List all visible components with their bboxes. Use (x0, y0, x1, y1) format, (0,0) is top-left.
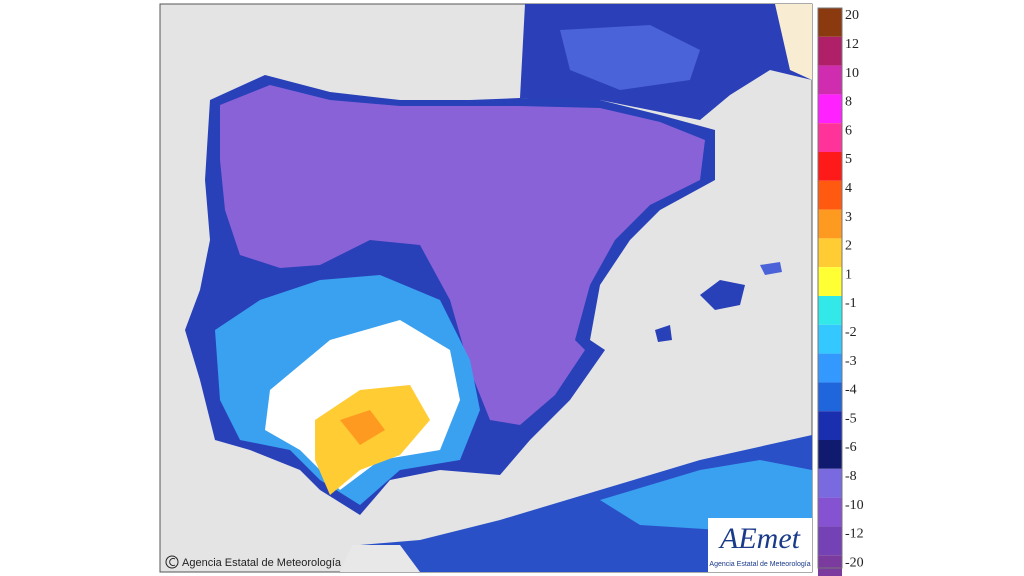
italy (775, 4, 812, 80)
legend-swatch (818, 267, 842, 296)
legend-swatch (818, 526, 842, 556)
copyright-c (169, 558, 176, 566)
legend-swatch (818, 180, 842, 210)
legend-swatch (818, 468, 842, 498)
legend-swatch (818, 497, 842, 527)
north-region (220, 85, 705, 425)
legend-swatch (818, 382, 842, 412)
legend-swatch (818, 36, 842, 66)
legend-swatch (818, 94, 842, 124)
legend-swatch (818, 209, 842, 239)
legend-label: 4 (845, 181, 852, 196)
legend-label: -8 (845, 469, 857, 484)
legend-swatch (818, 123, 842, 152)
logo-name: AEmet (718, 522, 801, 555)
africa-inner (600, 460, 812, 530)
france-inner (560, 25, 700, 90)
legend-swatch (818, 8, 842, 37)
legend-label: 3 (845, 210, 852, 225)
logo-box (708, 518, 812, 572)
legend-label: -2 (845, 325, 857, 340)
africa-west (340, 545, 420, 572)
legend-label: -20 (845, 555, 864, 570)
south-warm (315, 385, 430, 495)
legend-label: 12 (845, 37, 859, 52)
legend-label: -10 (845, 498, 864, 513)
legend-label: 1 (845, 267, 852, 282)
legend-frame (817, 7, 843, 569)
africa (340, 435, 812, 572)
legend-swatch (818, 238, 842, 268)
logo-subtitle: Agencia Estatal de Meteorología (709, 561, 810, 568)
legend-label: -5 (845, 411, 857, 426)
legend-swatch (818, 324, 842, 354)
menorca (760, 262, 782, 275)
ibiza (655, 325, 672, 342)
legend-label: 8 (845, 95, 852, 110)
legend-label: 20 (845, 8, 859, 23)
legend-label: -4 (845, 383, 857, 398)
legend-label: -6 (845, 440, 857, 455)
legend-swatch (818, 353, 842, 383)
legend-label: -12 (845, 527, 864, 542)
legend-label: 10 (845, 66, 859, 81)
credit: Agencia Estatal de Meteorología (182, 557, 342, 569)
south-warm-core (340, 410, 385, 445)
copyright-icon (165, 555, 179, 569)
legend: 20 12 10 8 6 5 4 3 2 1 -1 -2 -3 -4 -5 -6 -8 -10 -12 -20 (817, 7, 864, 576)
legend-label: 5 (845, 152, 852, 167)
legend-swatch (818, 440, 842, 469)
legend-swatch (818, 555, 842, 576)
legend-label: -3 (845, 354, 857, 369)
legend-label: 2 (845, 239, 852, 254)
legend-label: 6 (845, 123, 852, 138)
map: AEmet Agencia Estatal de Meteorología Ag… (159, 3, 813, 573)
legend-swatch (818, 152, 842, 181)
legend-swatch (818, 411, 842, 440)
legend-swatch (818, 65, 842, 95)
mallorca (700, 280, 745, 310)
legend-swatch (818, 296, 842, 325)
legend-label: -1 (845, 296, 857, 311)
